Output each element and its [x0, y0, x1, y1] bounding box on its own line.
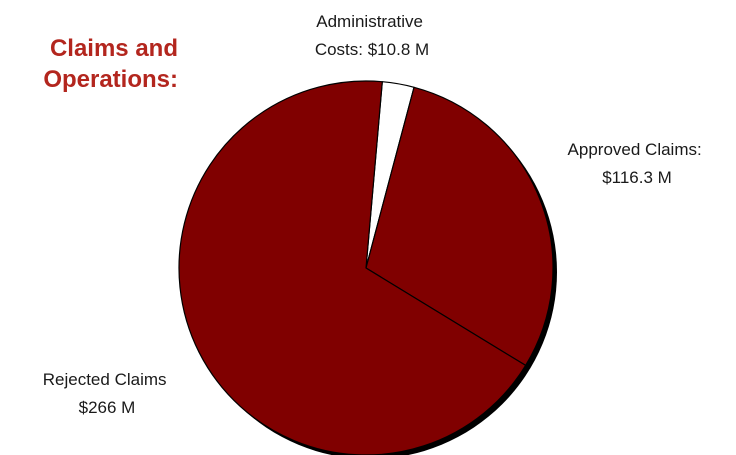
slice-label-rejected-line-2: $266 M: [79, 398, 136, 417]
pie-slices: [178, 80, 554, 455]
slice-label-approved: Approved Claims: $116.3 M: [568, 140, 707, 187]
slice-label-rejected-line-1: Rejected Claims: [43, 370, 167, 389]
slice-label-administrative-line-1: Administrative: [316, 12, 423, 31]
pie-slice-rejected: [178, 80, 527, 455]
slice-label-administrative: Administrative Costs: $10.8 M: [315, 12, 429, 59]
chart-title-line-1: Claims and: [49, 35, 178, 62]
chart-title-line-2: Operations:: [43, 66, 178, 93]
slice-label-rejected: Rejected Claims $266 M: [43, 370, 172, 417]
slice-label-administrative-line-2: Costs: $10.8 M: [315, 40, 429, 59]
slice-label-approved-line-2: $116.3 M: [602, 168, 672, 187]
slice-label-approved-line-1: Approved Claims:: [568, 140, 702, 159]
chart-title: Claims and Operations:: [0, 33, 178, 95]
